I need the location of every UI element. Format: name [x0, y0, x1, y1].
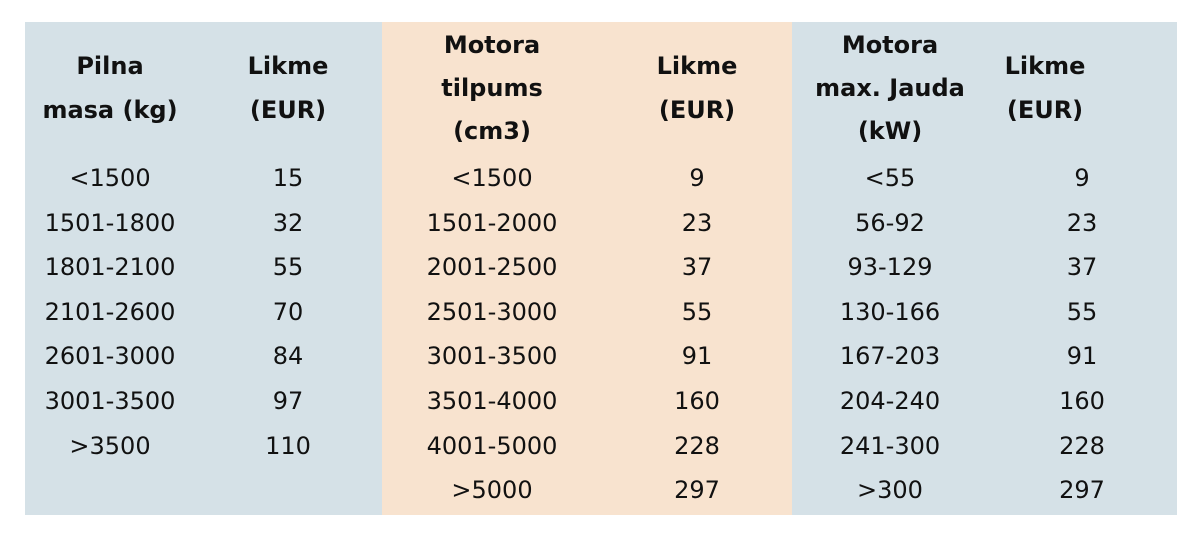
table-cell: 2601-3000: [44, 342, 176, 371]
table-cell: 9: [689, 164, 705, 192]
header-line: Pilna: [76, 52, 144, 80]
table-cell: 32: [272, 208, 304, 237]
header-line: Likme: [247, 52, 329, 80]
group-band: [792, 22, 1177, 515]
table-cell: 2001-2500: [426, 253, 558, 282]
table-cell: <1500: [451, 164, 533, 192]
header-line: masa (kg): [42, 96, 178, 124]
header-line: Likme: [656, 52, 738, 80]
header-line: (EUR): [249, 96, 327, 124]
table-cell: 228: [1059, 431, 1105, 460]
table-cell: 56-92: [855, 208, 925, 237]
table-cell: 23: [681, 208, 713, 237]
table-cell: 228: [674, 431, 720, 460]
table-cell: 55: [272, 253, 304, 282]
group-band: [25, 22, 382, 515]
table-cell: 3001-3500: [426, 342, 558, 371]
table-cell: 1501-2000: [426, 208, 558, 237]
group-band: [382, 22, 792, 515]
table-cell: 91: [1066, 342, 1098, 371]
table-cell: 4001-5000: [426, 431, 558, 460]
table-cell: 297: [1059, 476, 1105, 505]
header-line: (kW): [857, 117, 923, 145]
table-cell: >3500: [69, 431, 151, 460]
table-cell: 91: [681, 342, 713, 371]
header-line: tilpums: [441, 74, 543, 102]
table-cell: 241-300: [839, 431, 941, 460]
table-cell: 160: [1059, 387, 1105, 415]
header-line: max. Jauda: [815, 74, 965, 102]
table-cell: 1801-2100: [44, 253, 176, 282]
header-line: Motora: [841, 31, 939, 59]
table-cell: 297: [674, 476, 720, 505]
table-cell: 55: [1066, 297, 1098, 326]
table-cell: 93-129: [847, 253, 933, 282]
table-cell: 3501-4000: [426, 387, 558, 415]
table-cell: <55: [864, 164, 916, 192]
table-cell: >5000: [451, 476, 533, 505]
table-cell: 37: [1066, 253, 1098, 282]
table-cell: 204-240: [839, 387, 941, 415]
table-cell: 70: [272, 297, 304, 326]
table-cell: 97: [272, 387, 304, 415]
header-line: (EUR): [658, 96, 736, 124]
table-cell: <1500: [69, 164, 151, 192]
header-line: Motora: [443, 31, 541, 59]
table-cell: 1501-1800: [44, 208, 176, 237]
table-cell: 9: [1074, 164, 1090, 192]
table-cell: 2101-2600: [44, 297, 176, 326]
table-cell: >300: [857, 476, 923, 505]
table-cell: 160: [674, 387, 720, 415]
table-cell: 130-166: [839, 297, 941, 326]
table-cell: 84: [272, 342, 304, 371]
table-cell: 37: [681, 253, 713, 282]
table-cell: 2501-3000: [426, 297, 558, 326]
header-line: (cm3): [453, 117, 531, 145]
table-cell: 15: [272, 164, 304, 192]
table-cell: 110: [265, 431, 311, 460]
table-cell: 55: [681, 297, 713, 326]
table-cell: 23: [1066, 208, 1098, 237]
header-line: Likme: [1004, 52, 1086, 80]
table-cell: 167-203: [839, 342, 941, 371]
table-cell: 3001-3500: [44, 387, 176, 415]
header-line: (EUR): [1006, 96, 1084, 124]
